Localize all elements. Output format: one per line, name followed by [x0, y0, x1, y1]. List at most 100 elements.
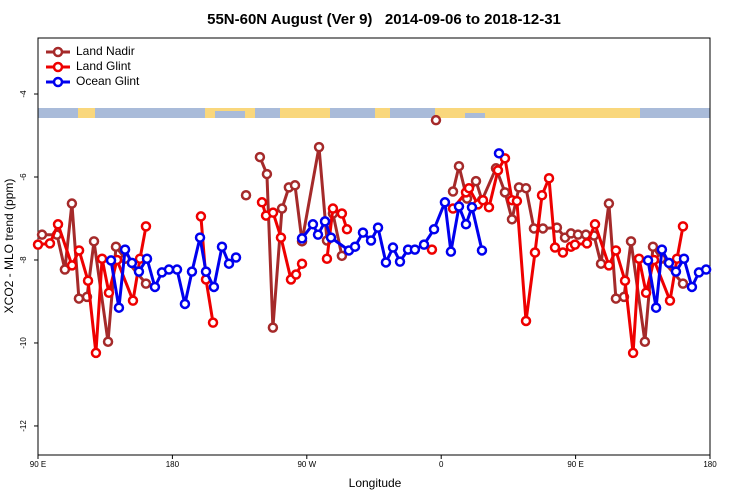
legend-swatch-marker [52, 61, 64, 73]
data-point [36, 229, 48, 240]
data-point [82, 275, 94, 286]
data-point [439, 197, 451, 208]
data-point [119, 244, 131, 255]
data-point [619, 275, 631, 286]
data-point [493, 148, 505, 159]
data-point [163, 264, 175, 275]
data-point [186, 266, 198, 277]
data-point [207, 317, 219, 328]
data-point [365, 235, 377, 246]
data-point [290, 269, 302, 280]
data-point [357, 227, 369, 238]
x-tick-label: 90 E [567, 460, 583, 469]
data-point [633, 253, 645, 264]
data-point [483, 202, 495, 213]
data-point [678, 253, 690, 264]
data-point [133, 266, 145, 277]
data-point [470, 175, 482, 187]
data-point [589, 219, 601, 230]
data-point [511, 195, 523, 207]
data-point [650, 302, 662, 313]
legend-swatch-marker [52, 76, 64, 88]
data-point [476, 245, 488, 256]
data-point [296, 258, 308, 269]
data-point [296, 233, 308, 244]
data-point [88, 236, 100, 247]
data-point [536, 190, 548, 201]
data-point [453, 201, 465, 212]
data-point [267, 207, 279, 218]
chart-title: 55N-60N August (Ver 9) 2014-09-06 to 201… [207, 11, 561, 28]
data-point [543, 172, 555, 184]
data-point [327, 203, 339, 214]
data-point [105, 255, 117, 266]
data-point [73, 293, 85, 304]
data-point [603, 198, 615, 209]
legend-label: Ocean Glint [76, 74, 140, 88]
data-point [102, 336, 114, 347]
data-point [313, 141, 325, 153]
data-point [569, 239, 581, 250]
data-point [466, 202, 478, 213]
data-point [677, 221, 689, 232]
data-point [216, 241, 228, 252]
y-tick-label: -4 [19, 90, 28, 98]
data-point [610, 245, 622, 256]
data-point [32, 239, 44, 250]
data-point [640, 287, 652, 299]
data-point [428, 224, 440, 235]
legend-label: Land Glint [76, 59, 131, 73]
data-point [140, 221, 152, 232]
x-tick-label: 90 E [30, 460, 46, 469]
data-point [325, 232, 337, 243]
data-point [499, 187, 511, 198]
data-point [380, 257, 392, 268]
data-point [372, 222, 384, 233]
data-point [126, 257, 138, 269]
data-point [520, 182, 532, 194]
data-point [529, 247, 541, 258]
data-point [549, 242, 561, 253]
data-point [73, 245, 85, 256]
data-point [520, 315, 532, 327]
data-point [537, 223, 549, 234]
data-point [677, 278, 689, 289]
data-point [492, 165, 504, 176]
data-point [141, 253, 153, 264]
data-point [90, 347, 102, 359]
data-point [341, 224, 353, 235]
data-point [639, 336, 651, 347]
data-point [453, 160, 465, 172]
data-point [307, 219, 319, 230]
data-point [195, 211, 207, 222]
data-point [96, 253, 108, 264]
y-tick-label: -12 [19, 420, 28, 432]
data-point [336, 250, 348, 262]
data-point [670, 266, 682, 277]
data-point [557, 247, 569, 258]
x-tick-label: 180 [166, 460, 180, 469]
data-point [267, 322, 279, 333]
data-point [430, 114, 442, 126]
data-point [581, 238, 593, 249]
legend-swatch-marker [52, 46, 64, 58]
x-tick-label: 0 [439, 460, 444, 469]
data-point [627, 347, 639, 359]
y-tick-label: -6 [19, 173, 28, 181]
data-point [276, 203, 288, 214]
data-point [477, 194, 489, 206]
data-point [394, 256, 406, 267]
data-point [349, 241, 361, 252]
data-point [610, 293, 622, 304]
y-axis-label: XCO2 - MLO trend (ppm) [2, 179, 16, 314]
data-point [312, 229, 324, 240]
y-tick-label: -10 [19, 337, 28, 349]
data-point [700, 264, 712, 275]
data-point [319, 216, 331, 227]
data-point [66, 198, 78, 209]
data-point [336, 208, 348, 219]
x-tick-label: 90 W [297, 460, 316, 469]
data-point [603, 260, 615, 271]
data-point [52, 219, 64, 230]
data-point [289, 180, 301, 191]
